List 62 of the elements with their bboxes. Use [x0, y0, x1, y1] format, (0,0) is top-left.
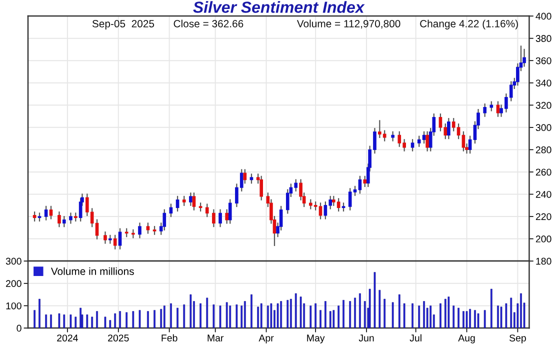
- y-tick-label: 200: [6, 280, 22, 288]
- candlestick: [426, 131, 429, 152]
- candlestick: [95, 219, 99, 240]
- candlestick: [260, 176, 264, 200]
- x-tick-label: Apr: [258, 334, 274, 344]
- candlestick: [113, 234, 117, 250]
- annotation: Volume = 112,970,800: [296, 20, 400, 29]
- x-tick-label: Feb: [162, 334, 178, 342]
- y-tick-label: 380: [536, 35, 552, 42]
- candlestick: [363, 176, 367, 187]
- candlestick: [58, 211, 61, 228]
- x-tick-label: May: [307, 334, 325, 344]
- x-tick-label: Sep: [509, 334, 526, 344]
- annotation: Change 4.22 (1.16%): [420, 20, 518, 30]
- y-tick-label: 320: [536, 102, 552, 109]
- candlestick: [118, 228, 122, 250]
- candlestick: [348, 188, 352, 210]
- candlestick: [138, 222, 142, 238]
- y-tick-label: 240: [536, 190, 552, 198]
- candlestick: [228, 199, 232, 224]
- candlestick: [496, 101, 500, 117]
- y-tick-label: 180: [536, 258, 552, 265]
- candlestick: [410, 139, 414, 152]
- candlestick: [189, 192, 192, 206]
- candlestick: [462, 131, 466, 152]
- y-tick-label: 300: [536, 124, 552, 132]
- candlestick: [447, 118, 450, 140]
- candlestick: [218, 209, 222, 228]
- candlestick: [205, 204, 209, 218]
- chart-title: Silver Sentiment Index: [193, 1, 365, 13]
- y-tick-label: 300: [6, 258, 22, 265]
- candlestick: [522, 48, 526, 67]
- candlestick: [69, 212, 72, 224]
- x-tick-label: Jun: [358, 334, 374, 342]
- y-tick-label: 260: [536, 168, 552, 176]
- candlestick: [483, 103, 486, 117]
- candlestick: [176, 196, 180, 212]
- x-tick-label: 2024: [57, 334, 78, 342]
- candlestick: [104, 232, 107, 244]
- annotation: Sep-05 2025: [92, 20, 154, 30]
- x-tick-label: 2025: [108, 334, 129, 342]
- candlestick: [243, 169, 247, 184]
- y-tick-label: 0: [16, 324, 22, 332]
- candlestick: [62, 216, 66, 228]
- y-tick-label: 400: [536, 12, 552, 20]
- y-tick-label: 340: [536, 80, 552, 86]
- y-tick-label: 220: [536, 213, 552, 220]
- candlestick: [192, 192, 196, 210]
- y-tick-label: 280: [536, 146, 552, 154]
- candlestick: [212, 209, 216, 228]
- candlestick: [318, 202, 322, 220]
- candlestick: [44, 206, 48, 220]
- y-tick-label: 360: [536, 57, 552, 64]
- y-tick-label: 100: [6, 302, 22, 310]
- candlestick: [225, 209, 228, 224]
- x-tick-label: Jul: [410, 334, 422, 342]
- x-tick-label: Mar: [208, 334, 224, 342]
- y-tick-label: 200: [536, 236, 552, 242]
- annotation: Close = 362.66: [174, 20, 244, 28]
- candlestick: [146, 222, 150, 234]
- x-tick-label: Aug: [458, 334, 475, 344]
- legend-label: Volume in millions: [50, 267, 134, 276]
